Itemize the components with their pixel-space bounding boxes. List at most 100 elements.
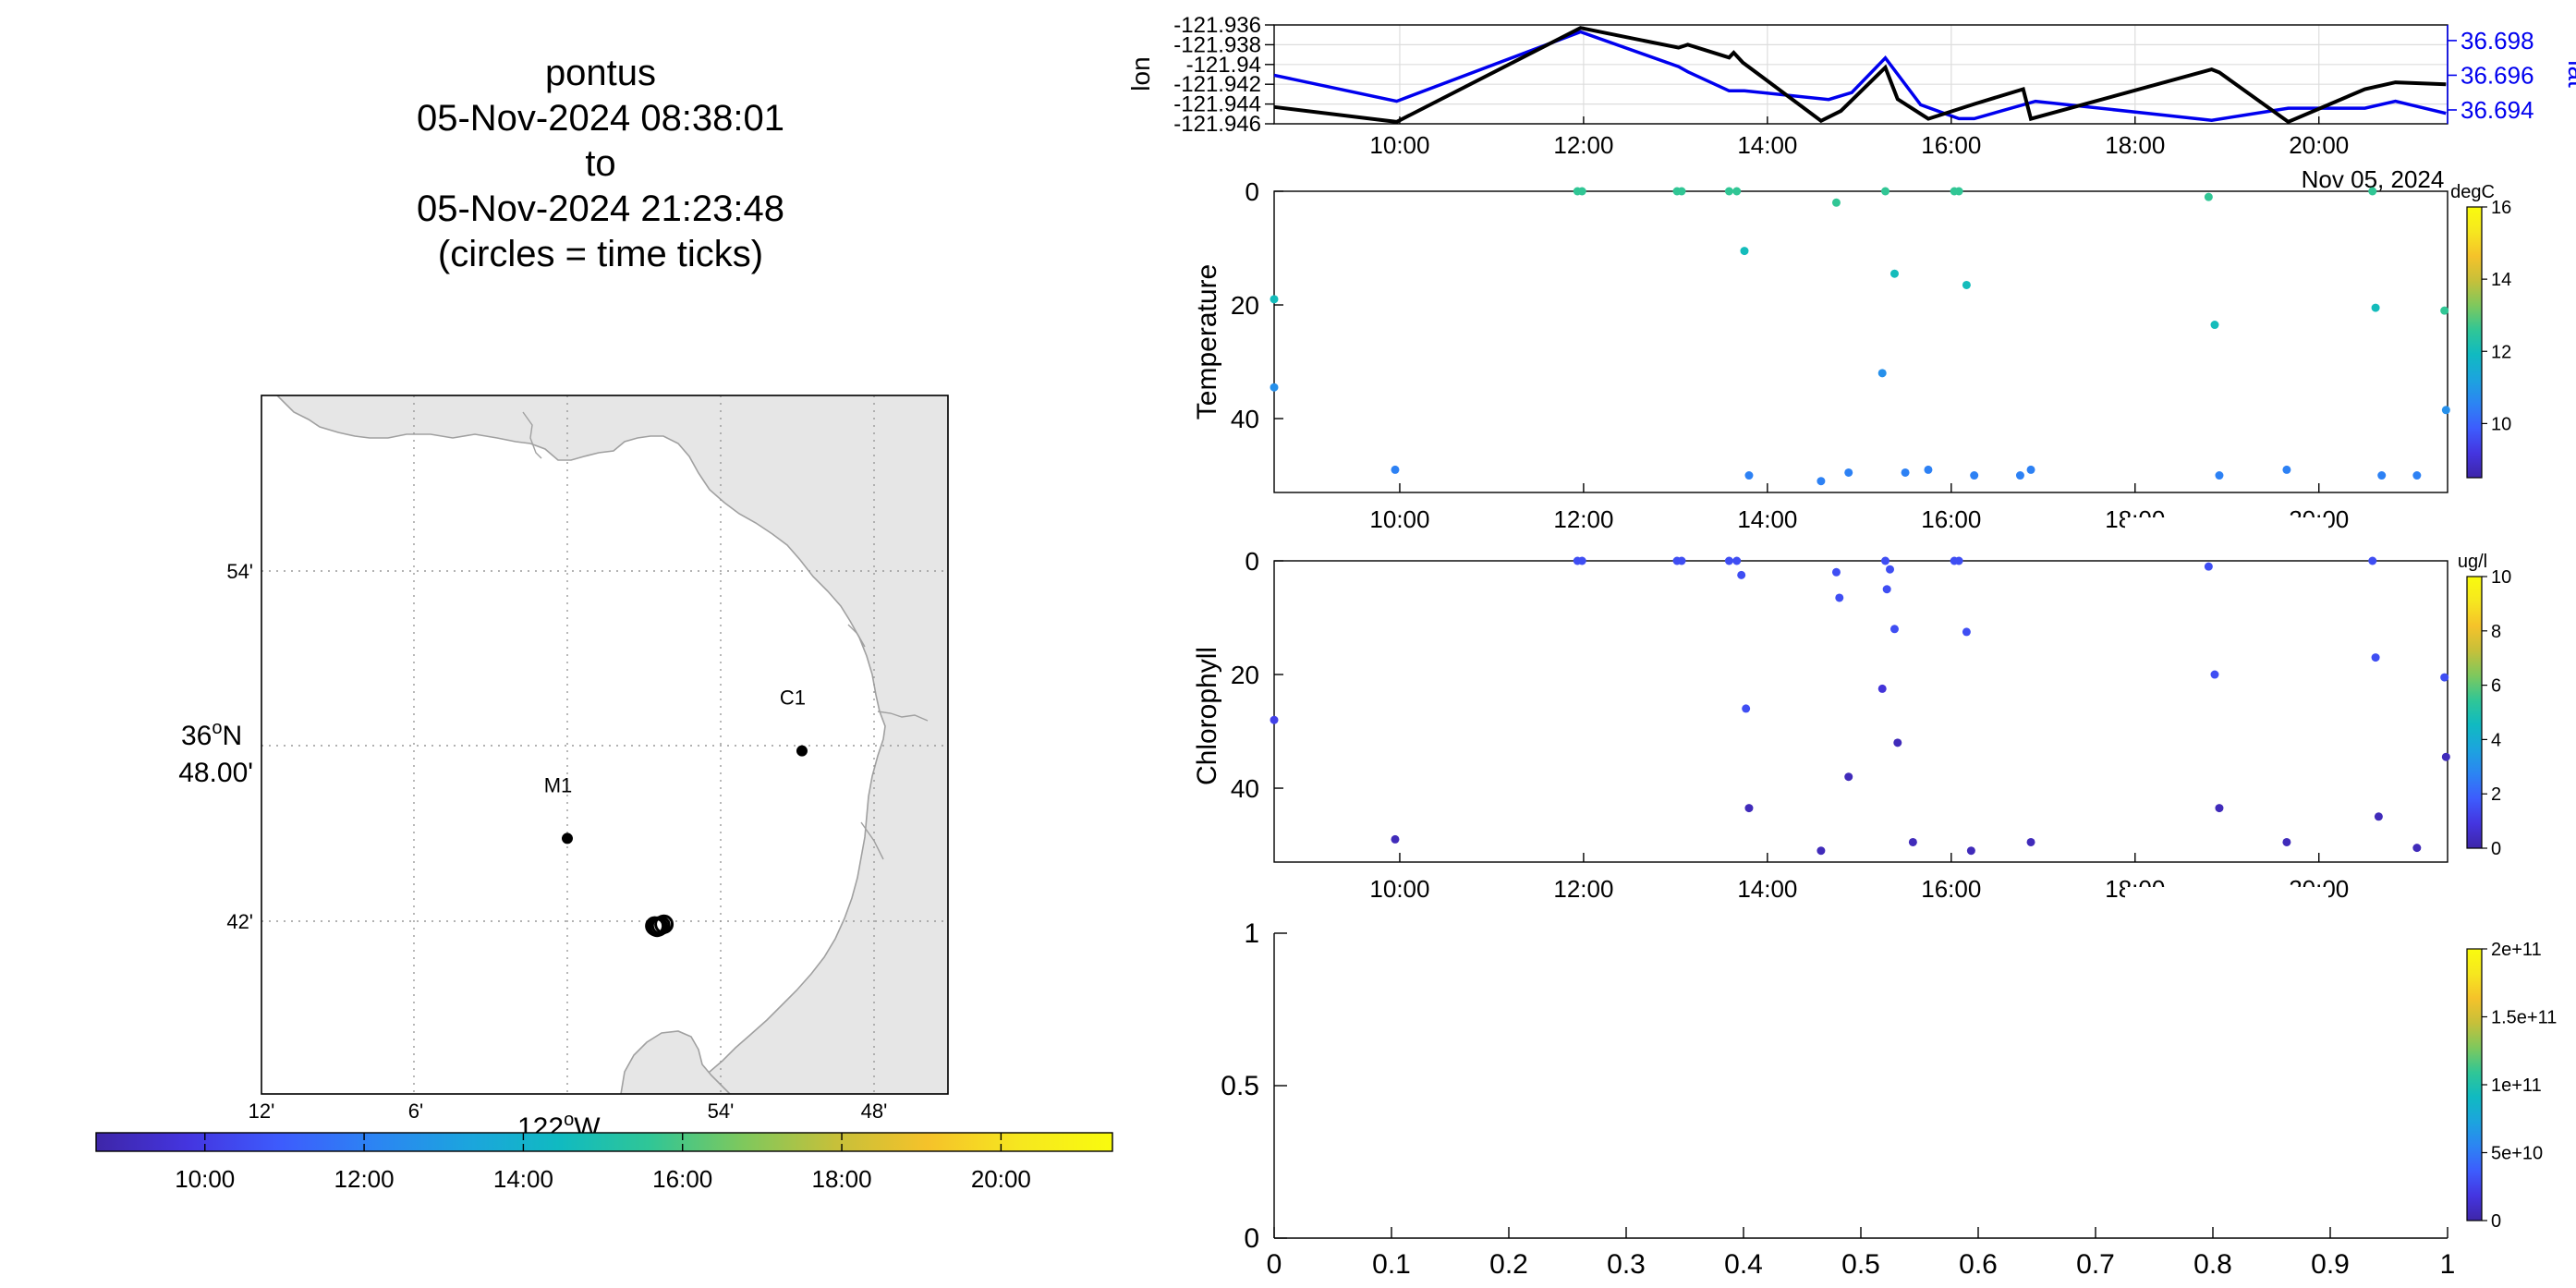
data-point bbox=[1724, 556, 1733, 565]
chlorophyll-y-label: Chlorophyll bbox=[1192, 647, 1222, 785]
lonlat-y-ticks: -121.936-121.938-121.94-121.942-121.944-… bbox=[1173, 13, 1274, 137]
data-point bbox=[2210, 321, 2219, 330]
x-tick-label: 0.6 bbox=[1959, 1249, 1998, 1280]
lonlat-y2-tick-label: 36.696 bbox=[2461, 61, 2534, 89]
data-point bbox=[1740, 247, 1749, 256]
data-point bbox=[2440, 673, 2449, 682]
x-tick-label: 0.1 bbox=[1372, 1249, 1411, 1280]
data-point bbox=[1881, 556, 1890, 565]
lonlat-x-tick-label: 18:00 bbox=[2105, 131, 2165, 159]
title-note: (circles = time ticks) bbox=[437, 234, 764, 274]
title-to: to bbox=[585, 143, 616, 184]
map-time-colorbar bbox=[95, 1132, 1113, 1152]
chlorophyll-colorbar-label: ug/l bbox=[2458, 552, 2487, 572]
temperature-colorbar-label: degC bbox=[2450, 182, 2495, 202]
empty-date-mask bbox=[2125, 887, 2328, 930]
data-point bbox=[2204, 562, 2213, 571]
data-point bbox=[1844, 468, 1853, 477]
data-point bbox=[2026, 837, 2035, 846]
data-point bbox=[1391, 834, 1400, 844]
data-point bbox=[1742, 704, 1751, 713]
data-point bbox=[1844, 772, 1853, 782]
colorbar-tick-label: 0 bbox=[2491, 1211, 2501, 1232]
lonlat-y-tick-label: -121.944 bbox=[1173, 92, 1261, 117]
x-tick-label: 0.8 bbox=[2193, 1249, 2232, 1280]
y-tick-label: 40 bbox=[1231, 405, 1259, 433]
data-point bbox=[1877, 369, 1887, 378]
data-point bbox=[1737, 570, 1746, 579]
data-point bbox=[1962, 627, 1971, 637]
track-time-circle bbox=[654, 914, 674, 934]
data-point bbox=[2441, 406, 2450, 415]
temperature-y-label: Temperature bbox=[1192, 264, 1222, 419]
data-point bbox=[1732, 556, 1742, 565]
y-tick-label: 0 bbox=[1245, 547, 1259, 576]
x-tick-label: 0.5 bbox=[1841, 1249, 1880, 1280]
lonlat-y-tick-label: -121.938 bbox=[1173, 32, 1261, 57]
data-point bbox=[1954, 556, 1963, 565]
data-point bbox=[2371, 653, 2380, 662]
data-point bbox=[1886, 565, 1895, 574]
data-point bbox=[1954, 187, 1963, 196]
data-point bbox=[1577, 556, 1586, 565]
data-point bbox=[1835, 593, 1844, 602]
lonlat-x-tick-label: 20:00 bbox=[2289, 131, 2349, 159]
data-point bbox=[2282, 465, 2291, 474]
x-tick-label: 16:00 bbox=[1921, 875, 1981, 903]
colorbar-tick-label: 20:00 bbox=[971, 1165, 1031, 1193]
lonlat-lines bbox=[1273, 26, 2447, 125]
chlorophyll-y-ticks: 0 20 40 bbox=[1231, 547, 1283, 803]
x-tick-label: 0.7 bbox=[2076, 1249, 2115, 1280]
colorbar-tick-label: 16 bbox=[2491, 198, 2511, 218]
data-point bbox=[2204, 192, 2213, 201]
lat-series-line bbox=[1273, 30, 2447, 122]
map-y-tick-labels: 54' 42' bbox=[226, 560, 253, 933]
map-y-center-label-min: 48.00' bbox=[178, 758, 253, 788]
temperature-frame bbox=[1273, 190, 2448, 493]
station-marker bbox=[796, 745, 808, 757]
colorbar-tick-label: 12:00 bbox=[334, 1165, 395, 1193]
y-tick-label: 0 bbox=[1245, 177, 1259, 206]
data-point bbox=[2026, 465, 2035, 474]
data-point bbox=[1744, 804, 1754, 813]
data-point bbox=[1966, 846, 1975, 856]
map-stations: C1 M1 bbox=[544, 687, 808, 844]
lonlat-y-tick-label: -121.946 bbox=[1173, 112, 1261, 137]
lonlat-x-tick-label: 12:00 bbox=[1553, 131, 1613, 159]
data-point bbox=[1908, 837, 1917, 846]
data-point bbox=[1744, 471, 1754, 480]
data-point bbox=[2210, 670, 2219, 679]
map-grid bbox=[261, 395, 948, 1094]
y-tick-label: 0.5 bbox=[1221, 1071, 1259, 1101]
data-point bbox=[2215, 471, 2224, 480]
lonlat-x-tick-label: 14:00 bbox=[1737, 131, 1797, 159]
map-frame bbox=[261, 395, 949, 1095]
temperature-y-ticks: 0 20 40 bbox=[1231, 177, 1283, 433]
river-inlet-2 bbox=[877, 711, 929, 722]
lonlat-y-tick-label: -121.942 bbox=[1173, 72, 1261, 97]
temperature-colorbar-ticks: 16 14 12 10 bbox=[2482, 198, 2511, 434]
coastline-peninsula bbox=[620, 1030, 732, 1094]
y-tick-label: 20 bbox=[1231, 291, 1259, 320]
lonlat-y-label: lon bbox=[1126, 56, 1155, 91]
chlorophyll-frame bbox=[1273, 560, 2448, 863]
x-tick-label: 0.4 bbox=[1724, 1249, 1763, 1280]
data-point bbox=[1270, 383, 1279, 392]
lonlat-x-ticks: 10:00 12:00 14:00 16:00 18:00 20:00 bbox=[1369, 116, 2349, 159]
colorbar-tick-label: 8 bbox=[2491, 622, 2501, 642]
lonlat-y2-tick-label: 36.694 bbox=[2461, 96, 2534, 124]
colorbar-tick-label: 1.5e+11 bbox=[2491, 1008, 2557, 1028]
data-point bbox=[1391, 465, 1400, 474]
data-point bbox=[2441, 752, 2450, 761]
empty-panel: 00.51 0 0.1 0.2 0.3 0.4 0.5 0.6 0.7 0.8 0.9 1 2e+1… bbox=[1221, 887, 2557, 1280]
data-point bbox=[1893, 738, 1902, 747]
colorbar-tick-label: 6 bbox=[2491, 676, 2501, 697]
y-tick-label: 40 bbox=[1231, 774, 1259, 803]
x-tick-label: 1 bbox=[2440, 1249, 2456, 1280]
data-point bbox=[1962, 280, 1971, 289]
data-point bbox=[2371, 303, 2380, 312]
data-point bbox=[1831, 198, 1841, 207]
data-point bbox=[2368, 556, 2377, 565]
data-point bbox=[2412, 844, 2422, 853]
data-point bbox=[2374, 812, 2383, 821]
